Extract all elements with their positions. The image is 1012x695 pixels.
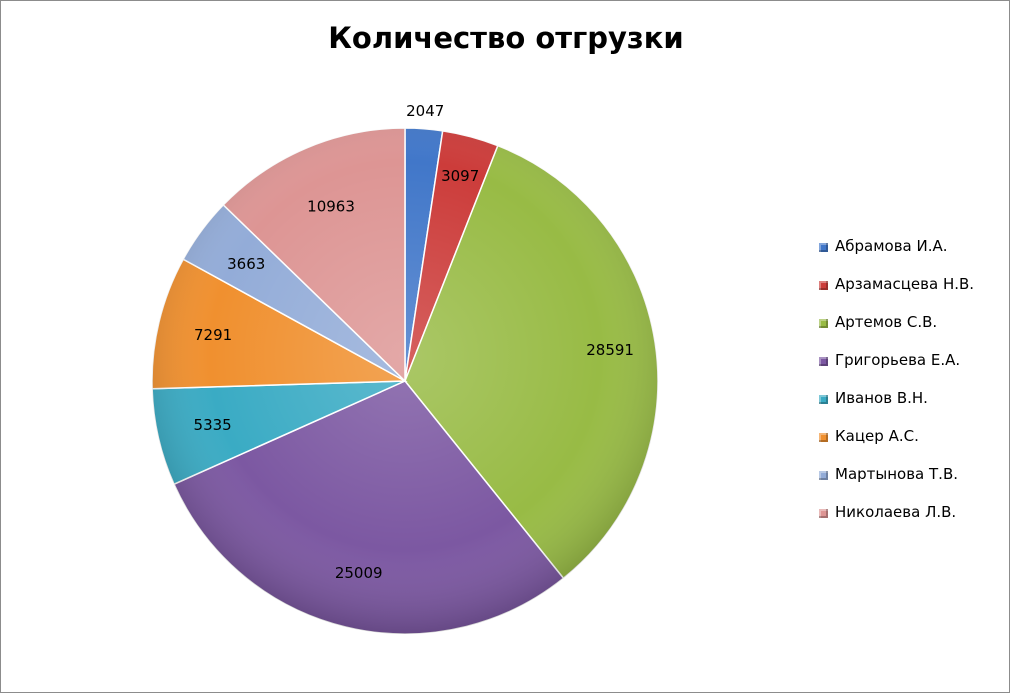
legend-label: Артемов С.В. [835,313,938,331]
data-label-1: 2047 [406,102,444,120]
data-label-6: 7291 [194,326,232,344]
chart-title: Количество отгрузки [328,21,684,55]
data-label-5: 5335 [194,416,232,434]
data-label-2: 3097 [441,167,479,185]
legend-swatch [819,509,828,518]
legend-swatch [819,319,828,328]
legend-swatch [819,243,828,252]
legend-swatch [819,395,828,404]
legend-label: Мартынова Т.В. [835,465,959,483]
data-label-7: 3663 [227,255,265,273]
legend-label: Арзамасцева Н.В. [835,275,975,293]
legend-label: Иванов В.Н. [835,389,928,407]
legend-swatch [819,281,828,290]
data-label-3: 28591 [586,341,634,359]
data-label-8: 10963 [307,197,355,215]
legend-swatch [819,357,828,366]
legend-swatch [819,471,828,480]
legend-label: Абрамова И.А. [835,237,948,255]
legend-label: Григорьева Е.А. [835,351,961,369]
legend-label: Кацер А.С. [835,427,919,445]
legend-swatch [819,433,828,442]
legend-label: Николаева Л.В. [835,503,957,521]
data-label-4: 25009 [335,564,383,582]
